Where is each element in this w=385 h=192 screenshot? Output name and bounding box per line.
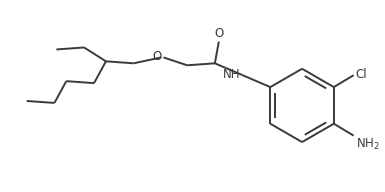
Text: O: O	[214, 26, 223, 40]
Text: NH$_2$: NH$_2$	[356, 137, 379, 152]
Text: NH: NH	[223, 68, 241, 81]
Text: O: O	[152, 50, 161, 63]
Text: Cl: Cl	[356, 68, 367, 81]
